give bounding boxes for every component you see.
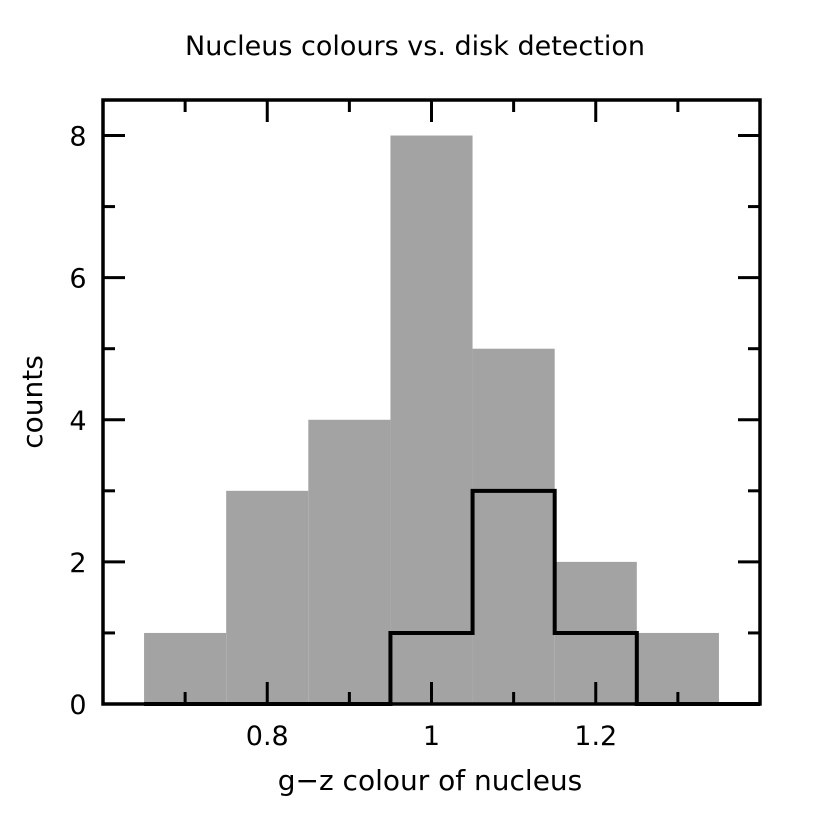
histogram-bar	[390, 135, 473, 704]
y-tick-label: 6	[69, 264, 86, 295]
histogram-bar	[308, 419, 391, 704]
y-axis-label: counts	[16, 355, 49, 449]
y-tick-label: 0	[69, 690, 86, 721]
y-tick-label: 8	[69, 122, 86, 153]
histogram-bar	[226, 490, 309, 704]
chart-title: Nucleus colours vs. disk detection	[185, 31, 645, 62]
x-axis-label: g−z colour of nucleus	[278, 764, 583, 797]
histogram-bar	[472, 348, 555, 704]
x-tick-label: 1	[423, 721, 440, 752]
x-tick-label: 0.8	[246, 721, 289, 752]
y-tick-label: 4	[69, 406, 86, 437]
x-tick-label: 1.2	[574, 721, 617, 752]
y-tick-label: 2	[69, 548, 86, 579]
plot-area: 0.8 1 1.2 0 2 4 6 8	[69, 98, 762, 752]
